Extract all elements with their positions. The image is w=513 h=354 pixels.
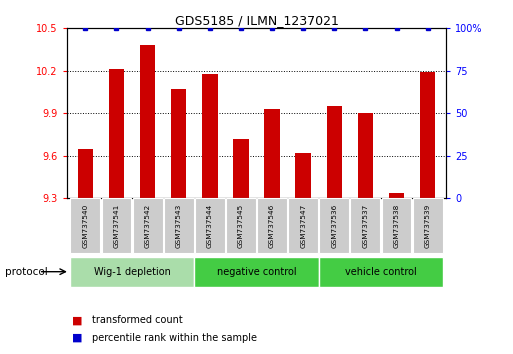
Text: GSM737543: GSM737543 [176, 204, 182, 248]
Text: protocol: protocol [5, 267, 48, 277]
Text: GSM737547: GSM737547 [300, 204, 306, 248]
Bar [358, 113, 373, 198]
Bar [226, 198, 256, 253]
Bar [194, 257, 319, 287]
Text: GSM737539: GSM737539 [425, 204, 430, 248]
Text: GSM737540: GSM737540 [83, 204, 88, 248]
Bar [109, 69, 124, 198]
Bar [295, 153, 311, 198]
Bar [264, 109, 280, 198]
Bar [288, 198, 318, 253]
Text: transformed count: transformed count [92, 315, 183, 325]
Text: GSM737541: GSM737541 [113, 204, 120, 248]
Bar [70, 257, 194, 287]
Title: GDS5185 / ILMN_1237021: GDS5185 / ILMN_1237021 [174, 14, 339, 27]
Text: ■: ■ [72, 333, 82, 343]
Text: GSM737545: GSM737545 [238, 204, 244, 248]
Text: GSM737537: GSM737537 [362, 204, 368, 248]
Bar [257, 198, 287, 253]
Text: GSM737536: GSM737536 [331, 204, 337, 248]
Bar [350, 198, 380, 253]
Bar [140, 45, 155, 198]
Text: percentile rank within the sample: percentile rank within the sample [92, 333, 258, 343]
Text: GSM737544: GSM737544 [207, 204, 213, 248]
Text: GSM737538: GSM737538 [393, 204, 400, 248]
Bar [70, 198, 101, 253]
Bar [77, 149, 93, 198]
Text: GSM737546: GSM737546 [269, 204, 275, 248]
Bar [171, 89, 187, 198]
Text: Wig-1 depletion: Wig-1 depletion [93, 267, 170, 277]
Text: ■: ■ [72, 315, 82, 325]
Bar [319, 257, 443, 287]
Bar [164, 198, 193, 253]
Text: vehicle control: vehicle control [345, 267, 417, 277]
Bar [320, 198, 349, 253]
Bar [233, 139, 249, 198]
Bar [195, 198, 225, 253]
Bar [202, 74, 218, 198]
Bar [389, 193, 404, 198]
Bar [412, 198, 443, 253]
Bar [102, 198, 131, 253]
Bar [420, 72, 436, 198]
Bar [133, 198, 163, 253]
Bar [326, 106, 342, 198]
Bar [382, 198, 411, 253]
Text: negative control: negative control [216, 267, 297, 277]
Text: GSM737542: GSM737542 [145, 204, 151, 248]
